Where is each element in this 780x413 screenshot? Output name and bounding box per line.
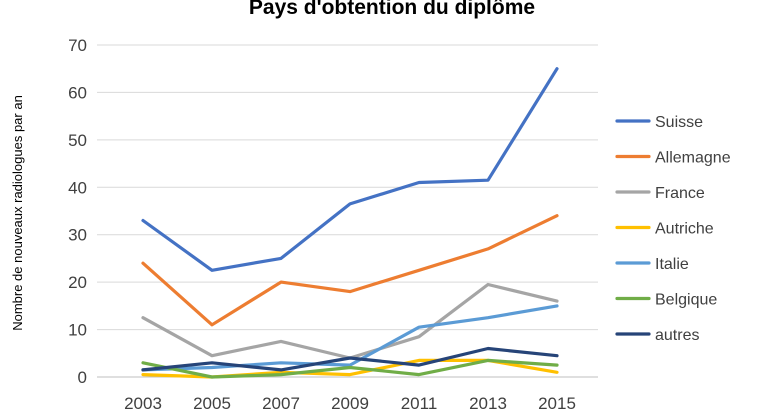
series-line-allemagne — [141, 214, 559, 327]
x-tick-label: 2009 — [331, 394, 369, 413]
series-line-autres — [141, 346, 559, 372]
y-tick-label: 50 — [68, 131, 87, 150]
series-line-suisse — [141, 67, 559, 272]
legend-label-italie: Italie — [655, 256, 689, 273]
chart-title: Pays d'obtention du diplôme — [249, 0, 535, 19]
legend-label-autres: autres — [655, 327, 699, 344]
x-tick-label: 2013 — [469, 394, 507, 413]
legend-label-belgique: Belgique — [655, 292, 717, 309]
series-line-italie — [141, 304, 559, 372]
x-tick-label: 2007 — [262, 394, 300, 413]
y-tick-label: 20 — [68, 273, 87, 292]
y-tick-label: 60 — [68, 83, 87, 102]
series-lines — [141, 67, 559, 379]
y-tick-label: 10 — [68, 321, 87, 340]
y-tick-label: 0 — [78, 368, 87, 387]
x-tick-label: 2015 — [538, 394, 576, 413]
y-tick-label: 70 — [68, 36, 87, 55]
x-tick-label: 2005 — [193, 394, 231, 413]
series-line-belgique — [141, 358, 559, 379]
x-axis-ticks: 2003 2005 2007 2009 2011 2013 2015 — [124, 394, 576, 413]
legend-label-autriche: Autriche — [655, 221, 714, 238]
x-tick-label: 2011 — [401, 394, 438, 413]
series-line-france — [141, 282, 559, 360]
y-tick-label: 40 — [68, 178, 87, 197]
x-tick-label: 2003 — [124, 394, 162, 413]
gridlines — [97, 44, 598, 331]
y-axis-label: Nombre de nouveaux radiologues par an — [10, 95, 25, 331]
legend: Suisse Allemagne France Autriche Italie Belgi… — [615, 114, 731, 344]
y-tick-label: 30 — [68, 226, 87, 245]
y-axis-ticks: 0 10 20 30 40 50 60 70 — [68, 36, 87, 387]
legend-label-allemagne: Allemagne — [655, 150, 731, 167]
legend-label-suisse: Suisse — [655, 114, 703, 131]
legend-label-france: France — [655, 185, 705, 202]
